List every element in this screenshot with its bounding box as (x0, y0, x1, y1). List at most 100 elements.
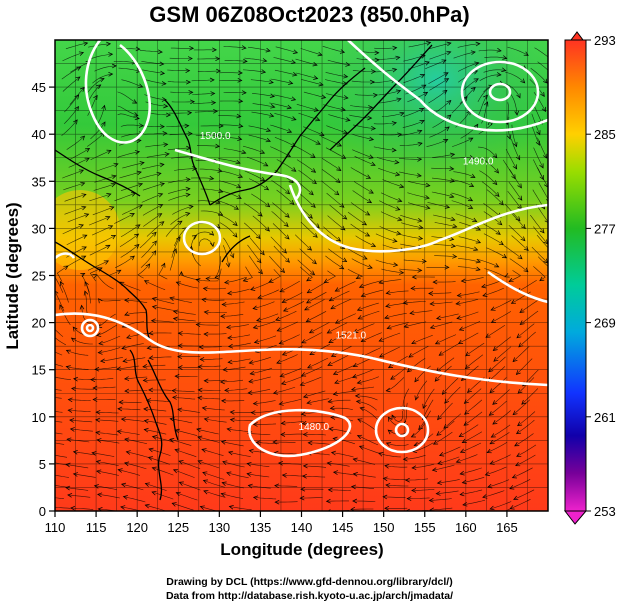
streamline-arrowhead (429, 301, 435, 307)
streamline-arrowhead (48, 505, 52, 509)
streamline-arrowhead (367, 264, 373, 269)
contour-labels: 1521.0 1500.0 1480.0 1490.0 (200, 131, 494, 433)
streamline-arrowhead (276, 359, 282, 365)
streamline-arrowhead (520, 78, 526, 84)
streamline (300, 221, 318, 238)
streamline (143, 213, 162, 227)
streamline (274, 485, 298, 487)
streamline-arrowhead (159, 124, 165, 129)
streamline-arrowhead (177, 354, 183, 359)
streamline (202, 407, 225, 411)
streamline (483, 233, 504, 246)
streamline (298, 112, 320, 121)
streamline-arrowhead (69, 427, 75, 432)
streamline (55, 506, 71, 509)
streamline (465, 354, 484, 369)
streamline-arrowhead (511, 474, 517, 479)
streamline-arrowhead (416, 173, 422, 178)
streamline-arrowhead (473, 246, 479, 252)
streamline (243, 69, 266, 73)
streamline-arrowhead (512, 410, 518, 416)
streamline (276, 189, 295, 205)
streamline-arrowhead (126, 334, 132, 339)
streamline (270, 78, 293, 84)
streamline-arrowhead (425, 205, 431, 210)
streamline (352, 149, 374, 159)
streamline-arrowhead (458, 432, 464, 437)
streamline (534, 47, 548, 58)
streamline-arrowhead (432, 440, 439, 445)
streamline-arrowhead (192, 166, 198, 171)
streamline-arrowhead (382, 494, 388, 500)
streamline (173, 469, 195, 478)
x-tick-label: 145 (332, 520, 354, 535)
streamline (327, 355, 349, 366)
streamline (73, 451, 96, 456)
streamline (457, 43, 480, 48)
streamline-arrowhead (143, 418, 149, 424)
streamline (477, 85, 494, 102)
streamline-arrowhead (308, 511, 312, 515)
streamline (145, 504, 167, 511)
streamline-arrowhead (387, 416, 393, 422)
streamline (484, 56, 507, 59)
streamline-arrowhead (391, 147, 397, 153)
streamline (139, 50, 163, 53)
streamline (386, 377, 405, 392)
streamline-arrowhead (177, 407, 183, 413)
streamline (55, 474, 69, 478)
streamline (88, 43, 111, 48)
streamline-arrowhead (327, 361, 333, 366)
streamline (443, 413, 462, 429)
streamline-arrowhead (151, 466, 157, 472)
streamline (295, 72, 318, 79)
streamline (457, 266, 481, 271)
streamline (433, 431, 453, 445)
streamline-arrowhead (97, 350, 103, 355)
streamline (428, 72, 449, 84)
streamline-arrowhead (227, 290, 233, 296)
streamline (390, 365, 409, 380)
streamline (64, 206, 86, 215)
streamline-arrowhead (84, 157, 90, 162)
streamline (391, 410, 404, 423)
streamline-arrowhead (494, 168, 499, 174)
streamline (484, 268, 506, 278)
streamline-arrowhead (330, 352, 337, 357)
streamline (201, 449, 224, 456)
y-tick-label: 15 (32, 363, 46, 378)
streamline (55, 420, 63, 423)
streamline (444, 386, 461, 404)
streamline (145, 483, 167, 491)
streamline (387, 322, 409, 329)
streamline-arrowhead (418, 225, 424, 230)
streamline (117, 48, 140, 50)
streamline (490, 299, 512, 311)
streamline-arrowhead (313, 75, 319, 80)
streamline-arrowhead (436, 480, 442, 485)
streamline-arrowhead (150, 318, 156, 324)
streamline-arrowhead (301, 473, 307, 479)
streamline (349, 114, 372, 119)
streamline (282, 292, 303, 303)
streamline (479, 74, 501, 82)
streamline-arrowhead (246, 472, 252, 477)
streamline-arrowhead (456, 293, 462, 298)
streamline-arrowhead (327, 487, 333, 493)
streamline-arrowhead (484, 471, 490, 476)
streamline-arrowhead (213, 108, 219, 114)
streamline-arrowhead (72, 326, 78, 332)
streamline-arrowhead (426, 41, 432, 46)
streamline (243, 266, 253, 282)
streamline-arrowhead (139, 161, 145, 166)
streamline-arrowhead (510, 299, 517, 304)
streamline-arrowhead (227, 359, 233, 365)
streamline (96, 411, 119, 414)
streamline (425, 59, 447, 70)
streamline-arrowhead (494, 263, 500, 268)
streamline-arrowhead (397, 197, 403, 203)
colorbar-tick-label: 277 (594, 221, 616, 236)
streamline-arrowhead (187, 131, 193, 137)
y-tick-label: 5 (39, 457, 46, 472)
streamline (407, 497, 430, 499)
